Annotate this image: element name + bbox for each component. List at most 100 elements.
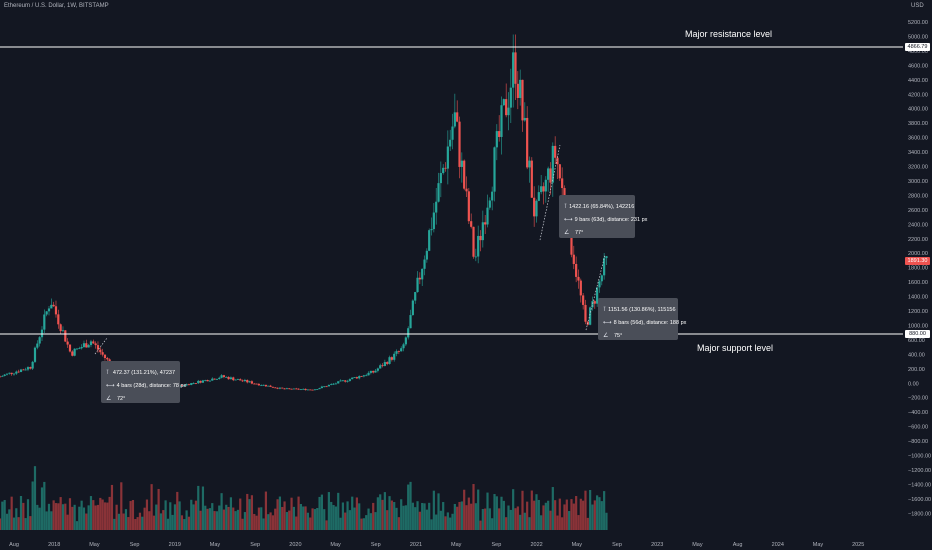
volume-bar: [199, 510, 202, 530]
candle-body: [362, 375, 365, 377]
candle-body: [103, 354, 107, 358]
candle-body: [393, 353, 396, 360]
measure-guide-line: [585, 254, 606, 331]
resistance-price-tag: 4866.79: [905, 43, 930, 51]
volume-bar: [309, 517, 312, 530]
candle-body: [481, 222, 484, 241]
candle-body: [584, 304, 587, 322]
volume-bar: [561, 517, 564, 530]
volume-bar: [568, 511, 571, 530]
bars-range-icon: ⟷: [564, 217, 573, 223]
measure-bars-text: 4 bars (28d), distance: 78 px: [116, 382, 187, 389]
candle-body: [547, 168, 550, 180]
volume-bar: [509, 509, 512, 530]
volume-bar: [68, 498, 72, 530]
candle-body: [507, 107, 510, 116]
volume-bar: [85, 513, 88, 530]
candle-body: [220, 375, 223, 378]
volume-bar: [498, 508, 501, 530]
volume-bar: [36, 504, 39, 530]
candle-body: [542, 186, 545, 192]
volume-bar: [556, 515, 559, 530]
volume-bar: [372, 502, 375, 530]
volume-bar: [514, 508, 517, 530]
volume-bar: [600, 501, 603, 530]
volume-bar: [24, 518, 27, 530]
volume-bar: [96, 504, 100, 530]
price-axis[interactable]: 5200.00 5000.00 4800.00 4600.00 4400.00 4200.…: [908, 20, 931, 517]
resistance-label: Major resistance level: [685, 29, 773, 39]
volume-bar: [537, 499, 540, 530]
candle-body: [451, 126, 454, 140]
volume-bar: [425, 509, 428, 530]
volume-bar: [166, 518, 170, 530]
candle-body: [264, 384, 268, 387]
candle-body: [575, 263, 578, 277]
time-tick-label: May: [89, 542, 100, 548]
candle-body: [605, 256, 608, 259]
volume-bar: [52, 500, 55, 530]
volume-bar: [204, 505, 207, 530]
volume-bar: [15, 508, 18, 530]
candle-body: [439, 173, 442, 184]
candle-body: [57, 314, 60, 325]
candle-body: [92, 341, 95, 344]
volume-bar: [565, 499, 568, 530]
candle-body: [351, 377, 354, 380]
candle-body: [472, 226, 475, 257]
candle-body: [493, 147, 496, 192]
candle-body: [29, 367, 32, 369]
candle-body: [285, 388, 289, 390]
candle-body: [589, 307, 592, 325]
price-tick-label: 1000.00: [908, 323, 928, 329]
candle-body: [355, 377, 358, 379]
volume-bar: [386, 510, 389, 530]
volume-bar: [374, 512, 377, 530]
volume-bar: [365, 515, 368, 530]
volume-bar: [190, 499, 193, 530]
support-label: Major support level: [697, 343, 774, 353]
candle-body: [24, 369, 27, 371]
candle-body: [327, 384, 330, 387]
volume-bar: [43, 481, 46, 530]
candle-body: [491, 191, 494, 201]
candle-body: [292, 388, 296, 390]
volume-bar: [19, 496, 23, 530]
volume-bar: [304, 506, 307, 530]
volume-bar: [194, 500, 198, 530]
candle-body: [339, 380, 342, 382]
price-tick-label: 400.00: [908, 352, 925, 358]
candle-body: [260, 385, 263, 387]
volume-bar: [75, 521, 79, 530]
volume-bar: [570, 499, 573, 530]
volume-bar: [400, 499, 403, 530]
volume-bar: [264, 491, 268, 530]
candle-body: [430, 229, 433, 231]
volume-bar: [71, 506, 74, 530]
candle-body: [449, 139, 452, 147]
volume-bar: [439, 510, 442, 530]
angle-icon: ∠: [603, 333, 609, 339]
candle-body: [311, 389, 314, 391]
candle-body: [229, 377, 233, 380]
candle-body: [31, 361, 34, 369]
volume-bar: [458, 501, 461, 530]
volume-bar: [367, 508, 370, 530]
candle-body: [47, 308, 51, 312]
time-tick-label: May: [330, 542, 341, 548]
candle-body: [33, 347, 37, 362]
time-axis[interactable]: Aug 2018 May Sep 2019 May Sep 2020 May Sep 2021 May…: [9, 542, 864, 548]
candle-body: [456, 112, 459, 122]
time-tick-label: 2021: [410, 542, 422, 548]
candle-body: [332, 383, 335, 385]
candle-body: [253, 383, 256, 385]
volume-bar: [78, 506, 81, 530]
volume-bar: [451, 513, 454, 530]
candle-body: [561, 178, 564, 189]
volume-bar: [460, 501, 463, 530]
candle-body: [414, 292, 417, 301]
candle-body: [288, 388, 291, 390]
measure-angle-text: 77°: [575, 229, 584, 236]
candle-body: [283, 388, 286, 390]
